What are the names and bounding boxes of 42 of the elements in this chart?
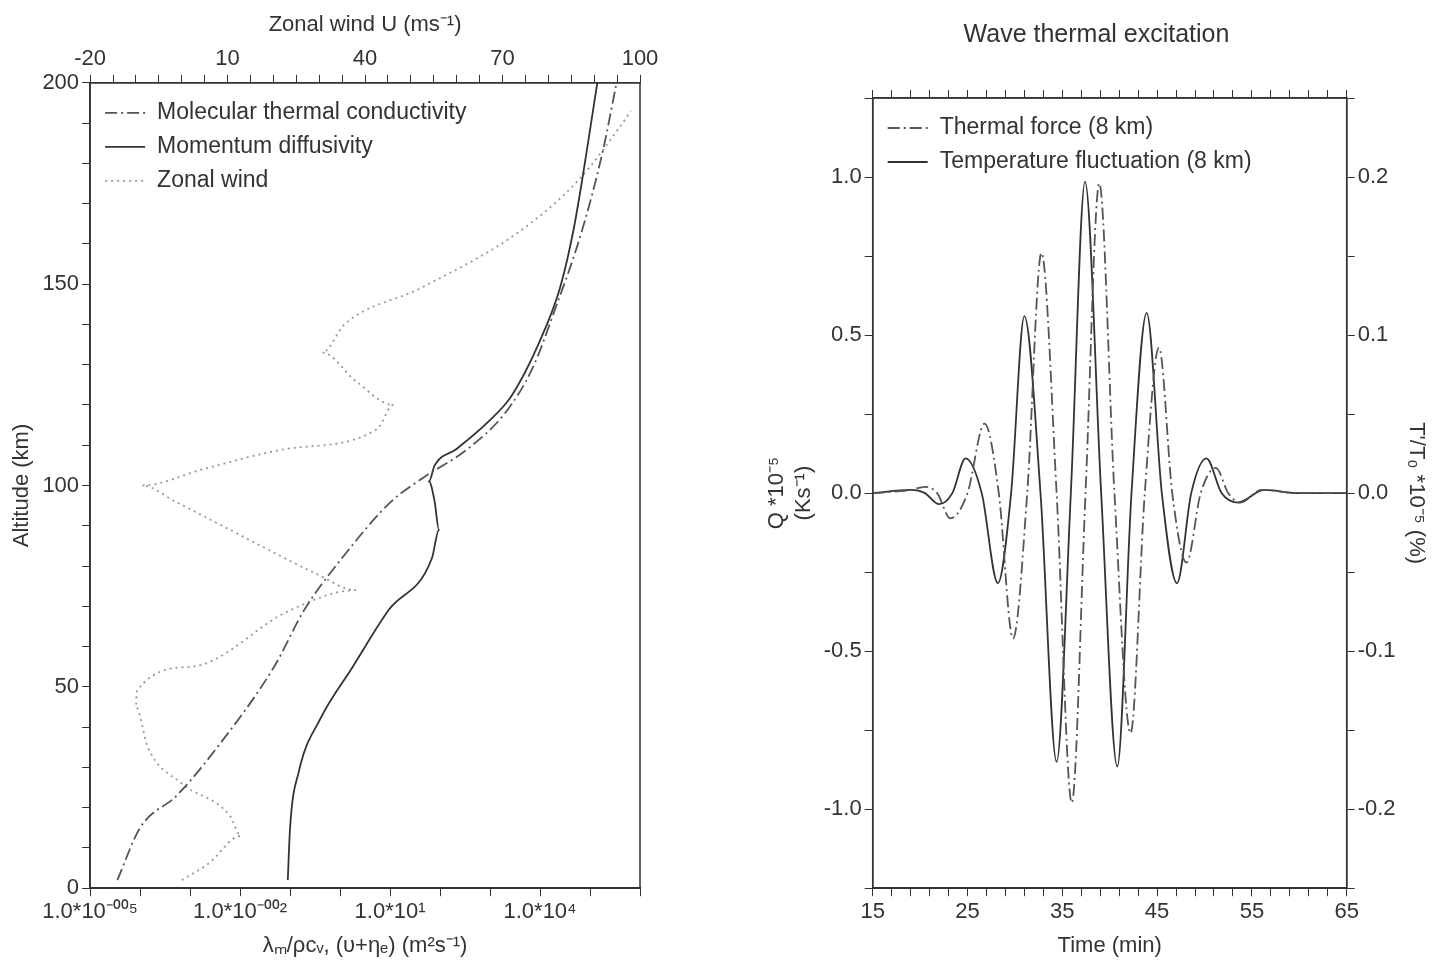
x-axis-title: Time (min) [1057, 931, 1162, 957]
y2-tick-label: 0.1 [1357, 321, 1389, 347]
x-tick-label: 1.0*10⁴ [503, 898, 577, 924]
y2-tick-label: -0.2 [1357, 795, 1396, 821]
y-tick-label: -1.0 [823, 795, 862, 821]
y-tick-label: 1.0 [831, 163, 862, 189]
y-axis-title: Altitude (km) [8, 423, 34, 548]
x-tick-label: 55 [1239, 898, 1265, 924]
y2-tick-label: -0.1 [1357, 637, 1396, 663]
x2-tick-label: -20 [74, 44, 106, 70]
x2-tick-label: 70 [490, 44, 515, 70]
x-tick-label: 1.0*10⁻⁰⁰² [193, 898, 288, 924]
legend-label: Momentum diffusivity [157, 132, 374, 159]
y2-axis-title: T'/T₀ *10⁻⁵ (%) [1404, 422, 1430, 565]
x-tick-label: 1.0*10¹ [354, 898, 426, 924]
y-tick-label: -0.5 [823, 637, 862, 663]
legend-label: Thermal force (8 km) [939, 113, 1154, 140]
y-tick-label: 200 [42, 68, 80, 94]
y-tick-label: 150 [42, 270, 80, 296]
x-tick-label: 25 [955, 898, 980, 924]
x-tick-label: 35 [1050, 898, 1075, 924]
chart-title: Wave thermal excitation [963, 18, 1230, 47]
y-axis-title: Q *10⁻⁵ (Ks⁻¹) [763, 456, 815, 530]
x2-tick-label: 100 [621, 44, 659, 70]
y2-tick-label: 0.0 [1357, 479, 1389, 505]
legend-label: Molecular thermal conductivity [157, 98, 467, 125]
x-tick-label: 65 [1334, 898, 1359, 924]
y-tick-label: 100 [42, 471, 80, 497]
legend-label: Zonal wind [157, 166, 269, 193]
y2-tick-label: 0.2 [1357, 163, 1389, 189]
y-tick-label: 0.5 [831, 321, 862, 347]
x-tick-label: 15 [860, 898, 885, 924]
x-axis-title: λₘ/ρcᵥ, (υ+ηₑ) (m²s⁻¹) [262, 931, 468, 957]
x2-tick-label: 40 [352, 44, 378, 70]
y-tick-label: 0 [66, 874, 80, 900]
x-tick-label: 45 [1144, 898, 1170, 924]
x2-axis-title: Zonal wind U (ms⁻¹) [268, 11, 462, 37]
y-tick-label: 50 [54, 672, 80, 698]
x2-tick-label: 10 [215, 44, 240, 70]
y-tick-label: 0.0 [831, 479, 862, 505]
x-tick-label: 1.0*10⁻⁰⁰⁵ [42, 898, 138, 924]
legend-label: Temperature fluctuation (8 km) [939, 147, 1252, 174]
